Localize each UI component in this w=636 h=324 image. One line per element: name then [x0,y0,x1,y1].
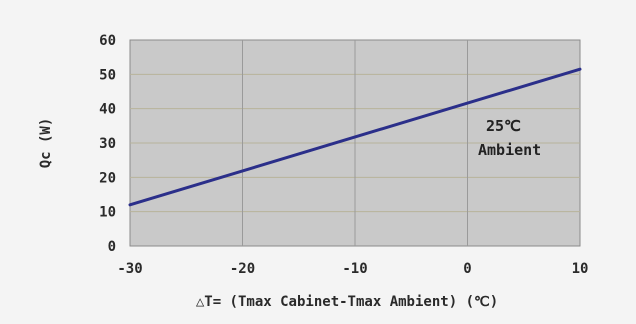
y-tick-label: 10 [99,205,116,221]
series-line [128,67,582,207]
x-tick-label: 0 [463,261,471,277]
y-axis-label: Qc (W) [38,118,54,169]
tick-labels: 0 10 20 30 40 50 60 -30 -20 -10 0 10 [99,33,588,277]
x-axis-label: △T= (Tmax Cabinet-Tmax Ambient) (℃) [196,294,498,310]
y-tick-label: 20 [99,170,116,186]
y-tick-label: 30 [99,136,116,152]
y-tick-label: 60 [99,33,116,49]
series-layer [128,67,582,207]
y-tick-label: 0 [108,239,116,255]
x-tick-label: -20 [230,261,255,277]
y-tick-label: 50 [99,67,116,83]
x-tick-label: -30 [117,261,142,277]
x-tick-label: -10 [342,261,367,277]
grid-lines [130,40,580,246]
annotation-ambient: Ambient [478,141,541,159]
annotation-temperature: 25℃ [486,117,521,135]
x-tick-label: 10 [572,261,589,277]
y-tick-label: 40 [99,102,116,118]
